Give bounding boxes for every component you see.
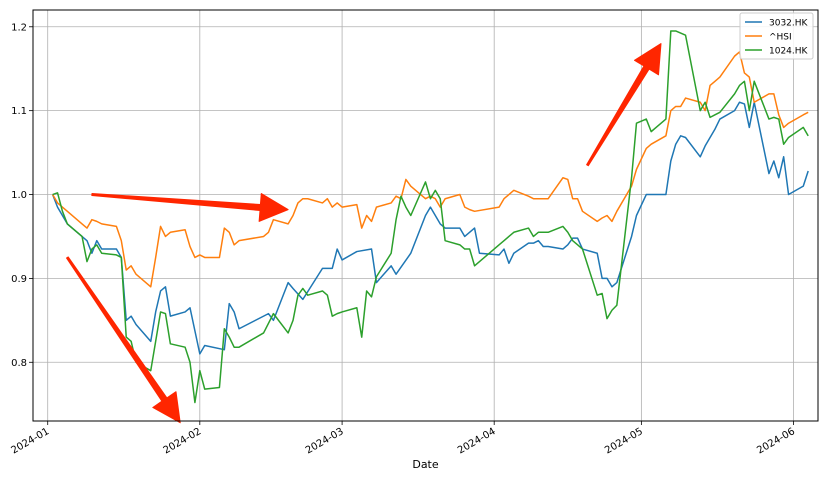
legend-label-3: 1024.HK bbox=[769, 47, 809, 57]
x-axis-label: Date bbox=[412, 458, 439, 471]
legend: 3032.HK ^HSI 1024.HK bbox=[739, 12, 814, 60]
y-tick-label: 1.2 bbox=[11, 22, 27, 33]
trend-arrow-up bbox=[586, 43, 662, 167]
series-lines bbox=[51, 30, 809, 404]
series-line-3 bbox=[52, 30, 809, 404]
series-line-1 bbox=[51, 101, 809, 355]
legend-label-2: ^HSI bbox=[769, 33, 792, 43]
y-tick-label: 1.0 bbox=[11, 190, 27, 201]
y-tick-label: 1.1 bbox=[11, 106, 27, 117]
plot-frame bbox=[32, 9, 819, 422]
trend-arrow-flat bbox=[91, 193, 289, 222]
trend-arrow-down bbox=[66, 256, 181, 424]
annotation-arrows bbox=[66, 43, 662, 424]
y-tick-label: 0.9 bbox=[11, 274, 27, 285]
grid-lines bbox=[33, 10, 818, 421]
y-tick-label: 0.8 bbox=[11, 358, 27, 369]
legend-label-1: 3032.HK bbox=[769, 19, 809, 29]
legend-box bbox=[739, 12, 814, 60]
